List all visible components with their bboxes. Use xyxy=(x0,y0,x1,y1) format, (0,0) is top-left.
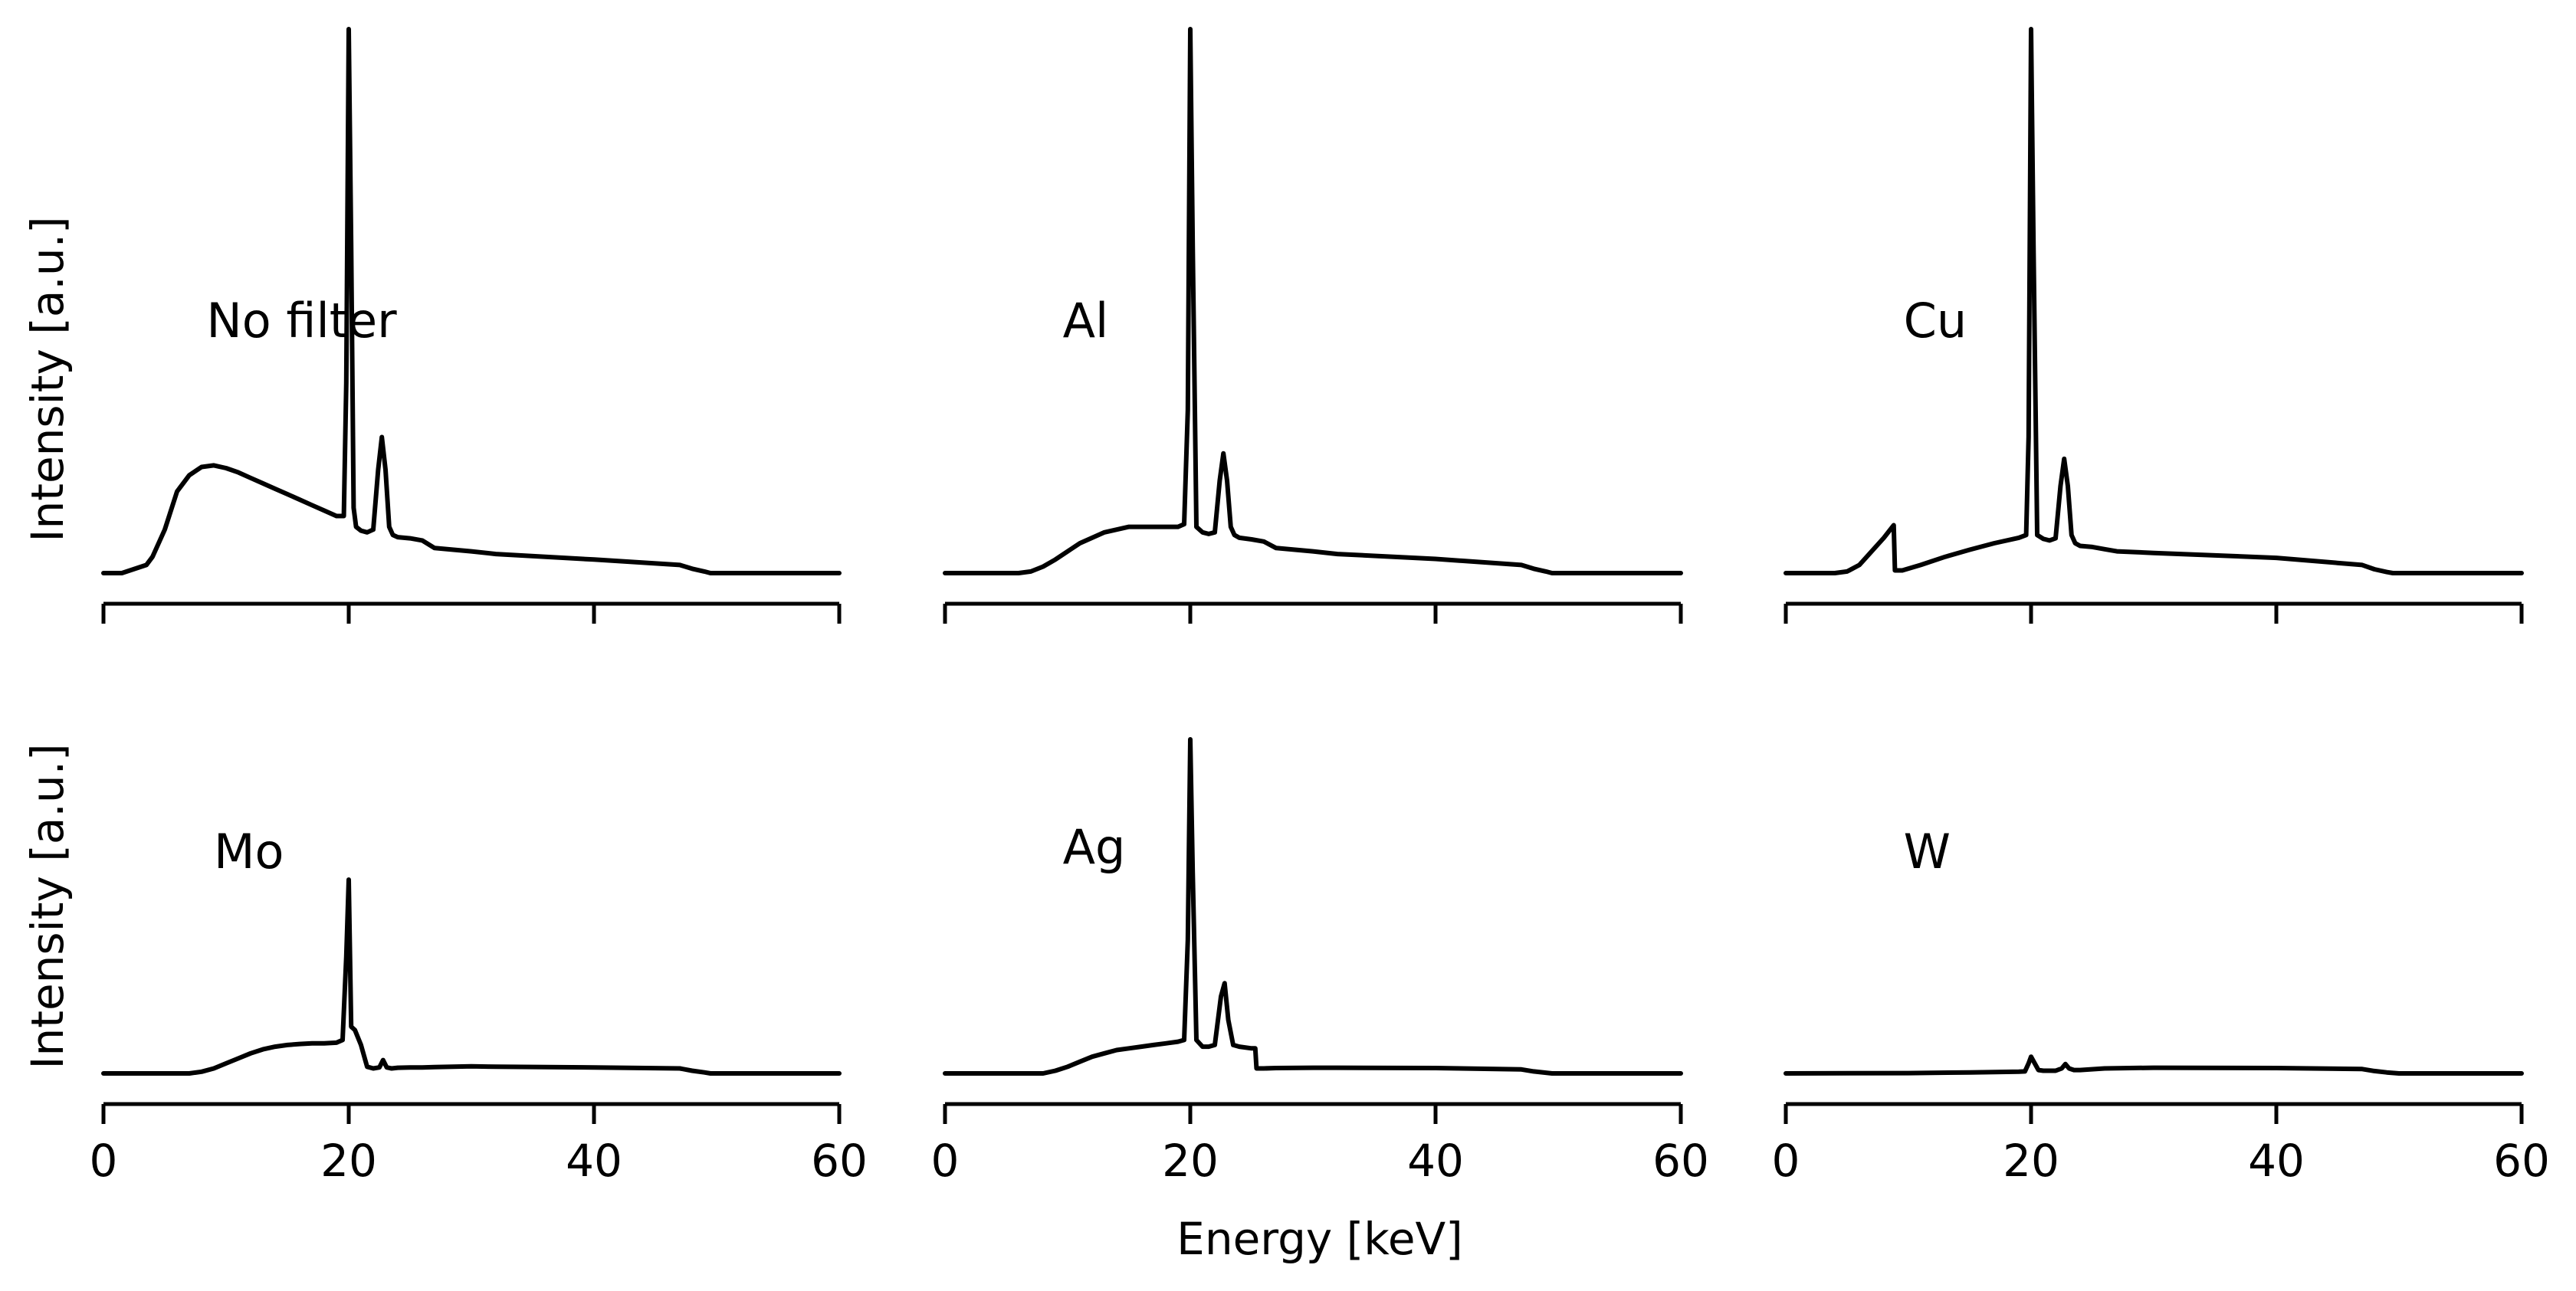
panel-label: Ag xyxy=(1063,819,1126,875)
panel-ag: Ag 0 20 40 60 xyxy=(931,737,1709,1187)
x-tick-label: 40 xyxy=(2248,1135,2305,1187)
panel-w: W 0 20 40 60 xyxy=(1772,824,2550,1187)
x-tick-label: 20 xyxy=(2003,1135,2059,1187)
x-tick-label: 0 xyxy=(1772,1135,1800,1187)
x-tick-label: 60 xyxy=(811,1135,868,1187)
x-tick-label: 20 xyxy=(1162,1135,1219,1187)
panel-label: No filter xyxy=(206,293,397,349)
spectrum-line xyxy=(1784,1054,2524,1076)
panel-label: W xyxy=(1904,824,1951,880)
panel-cu: Cu xyxy=(1784,27,2524,624)
spectrum-line xyxy=(101,877,842,1076)
spectrum-line xyxy=(101,27,842,575)
spectrum-line xyxy=(1784,27,2524,575)
spectrum-line xyxy=(943,737,1683,1076)
panel-label: Cu xyxy=(1904,293,1967,349)
panels-layer: No filter Al Cu Mo 0 20 40 60 Ag 0 20 40 60 W 0 20 40 60 xyxy=(90,27,2550,1187)
y-axis-label-top: Intensity [a.u.] xyxy=(21,216,74,542)
panel-al: Al xyxy=(943,27,1683,624)
x-tick-label: 20 xyxy=(320,1135,377,1187)
x-tick-label: 0 xyxy=(90,1135,118,1187)
panel-no-filter: No filter xyxy=(101,27,842,624)
panel-label: Al xyxy=(1063,293,1109,349)
panel-label: Mo xyxy=(214,824,284,880)
spectrum-line xyxy=(943,27,1683,575)
x-tick-label: 60 xyxy=(2493,1135,2550,1187)
x-tick-label: 60 xyxy=(1652,1135,1709,1187)
x-tick-label: 40 xyxy=(566,1135,622,1187)
y-axis-label-bottom: Intensity [a.u.] xyxy=(21,743,74,1069)
x-axis-label: Energy [keV] xyxy=(1176,1213,1463,1265)
panel-mo: Mo 0 20 40 60 xyxy=(90,824,868,1187)
x-tick-label: 0 xyxy=(931,1135,960,1187)
x-tick-label: 40 xyxy=(1407,1135,1464,1187)
